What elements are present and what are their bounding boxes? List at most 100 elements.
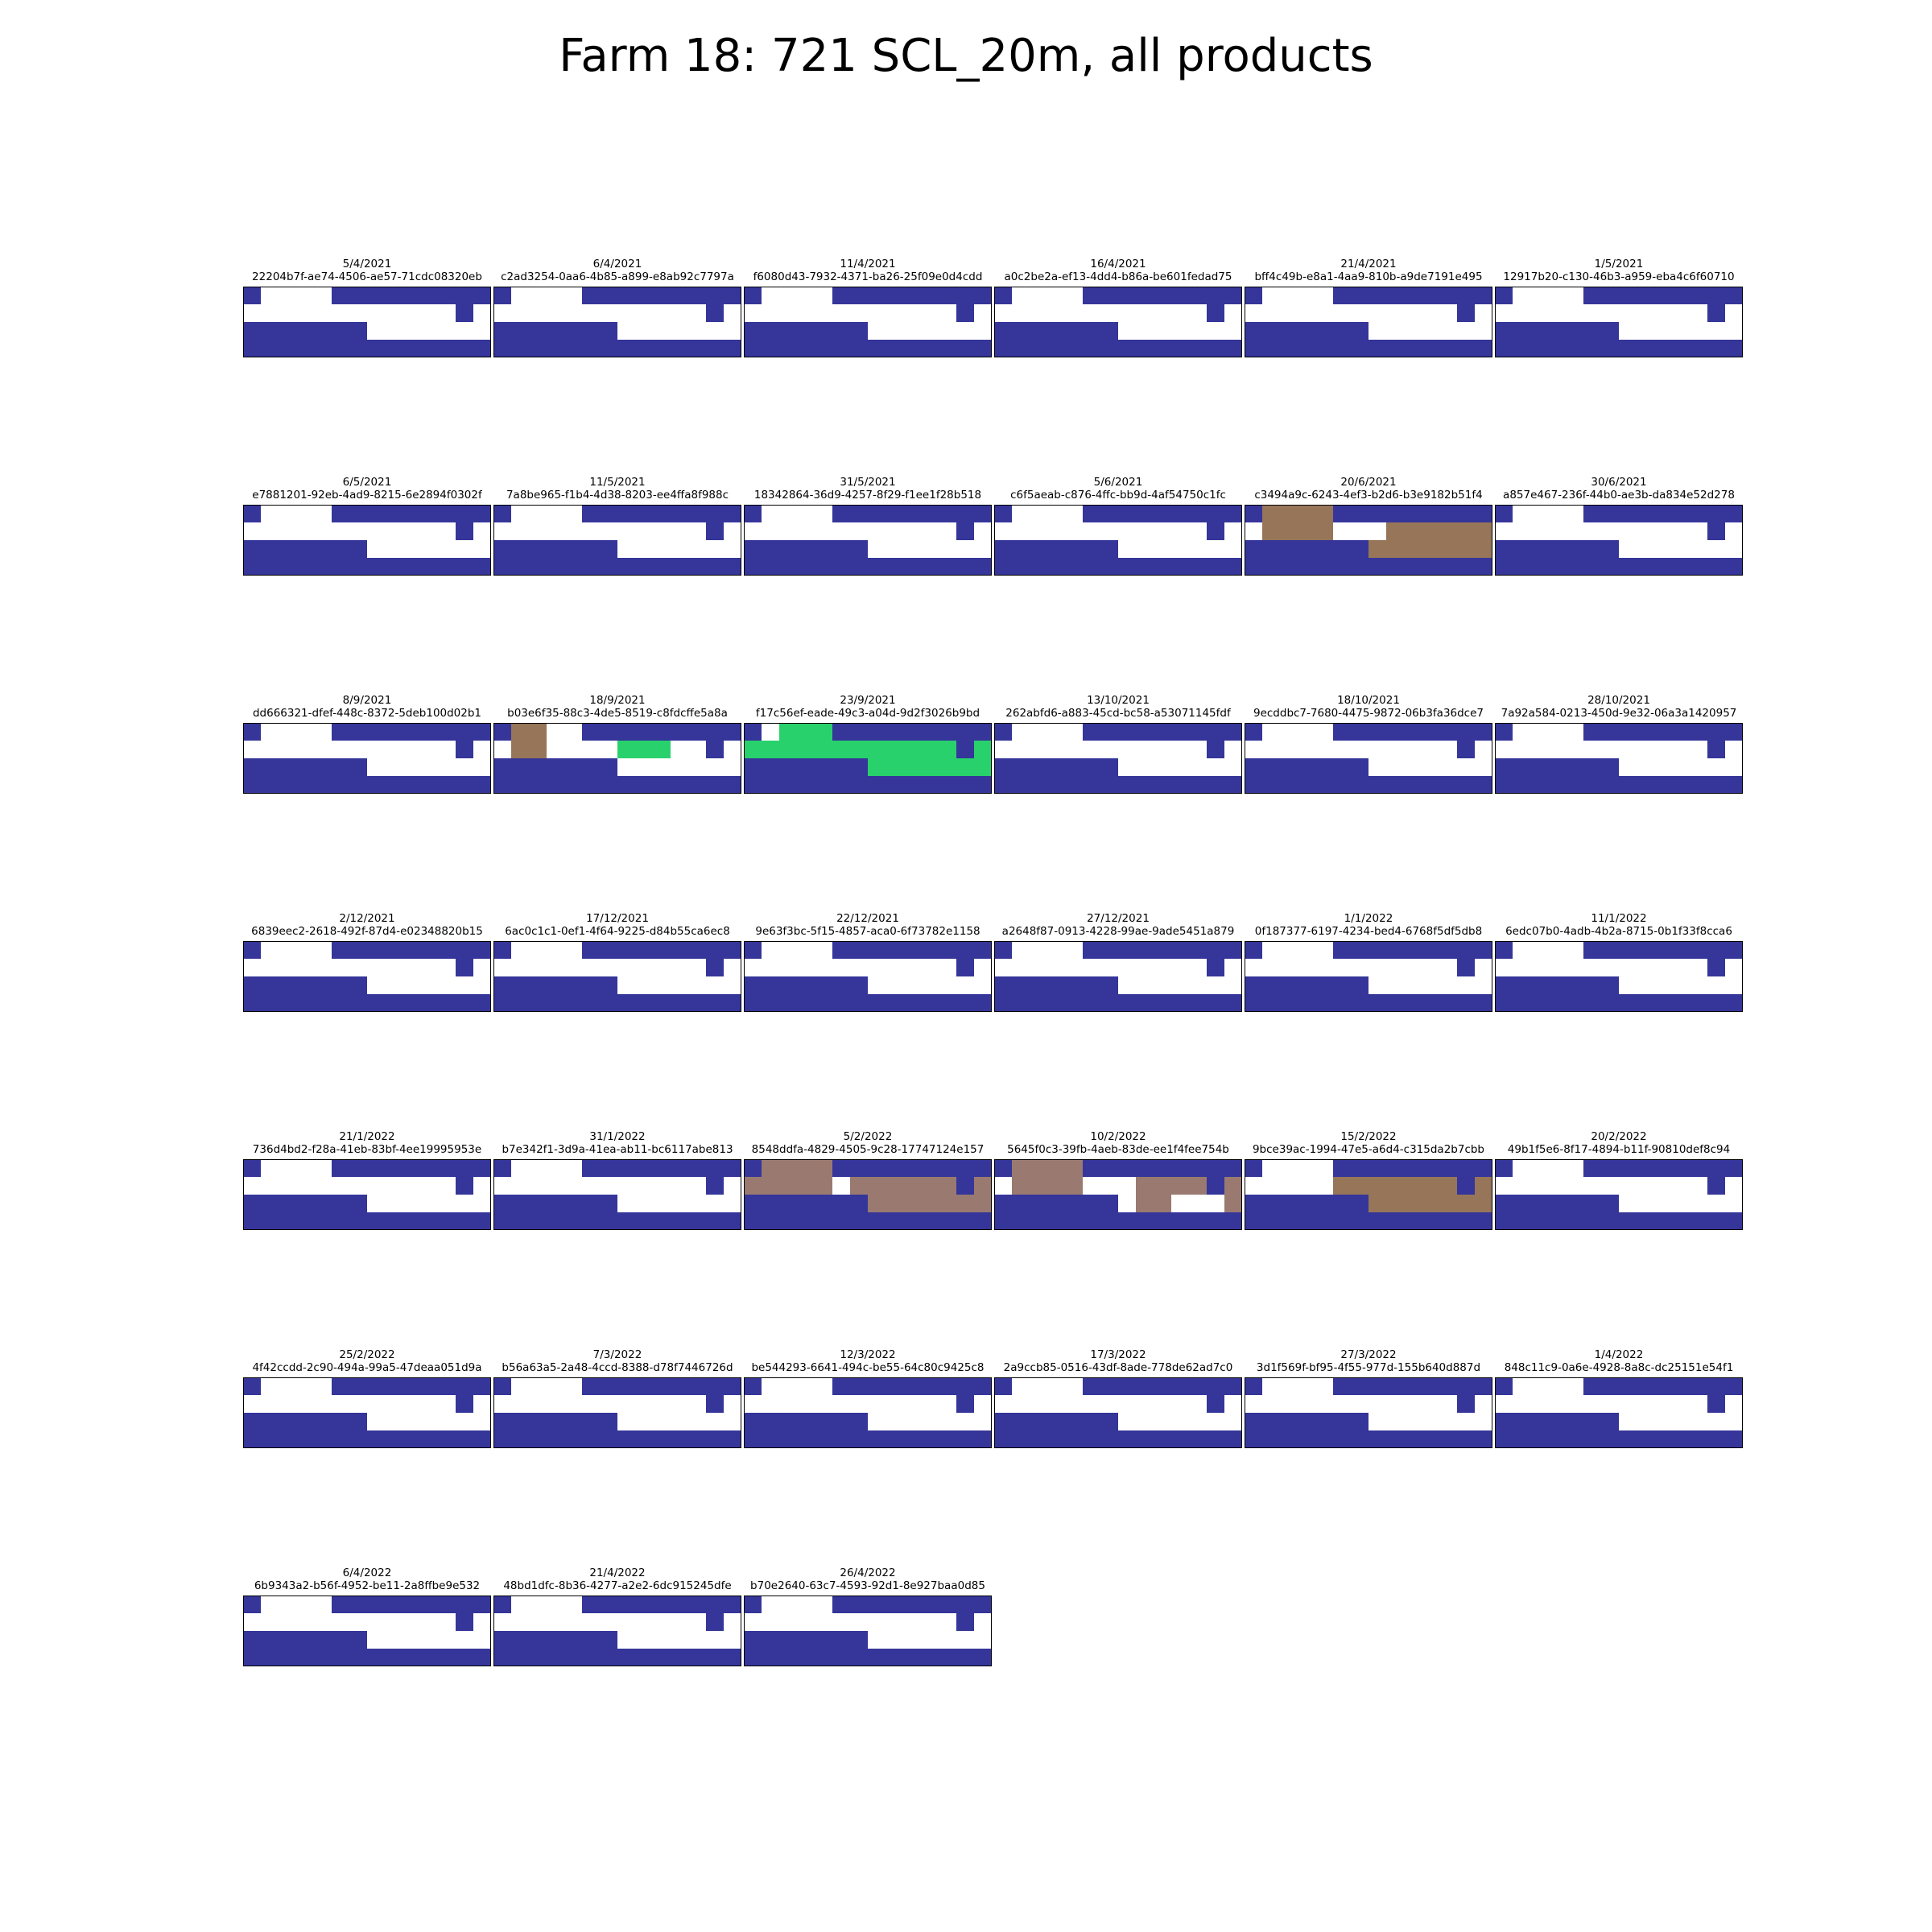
heatmap-cell-water xyxy=(850,1212,869,1230)
heatmap-cell-water xyxy=(1439,1159,1458,1178)
panel-date-label: 1/4/2022 xyxy=(1594,1348,1644,1361)
heatmap-cell-water xyxy=(1083,994,1101,1012)
heatmap-cell-water xyxy=(493,941,512,960)
heatmap-cell-water xyxy=(994,1430,1013,1448)
heatmap-cell-water xyxy=(653,1430,671,1448)
heatmap-cell-background xyxy=(1065,941,1084,960)
heatmap-cell-background xyxy=(349,959,368,977)
heatmap-cell-background xyxy=(1672,1195,1690,1213)
heatmap-cell-background xyxy=(296,522,315,541)
heatmap-cell-water xyxy=(420,776,439,794)
heatmap-cell-vegetation xyxy=(939,758,957,777)
heatmap-cell-water xyxy=(868,994,886,1012)
heatmap-cell-water xyxy=(1475,994,1492,1012)
heatmap-cell-water xyxy=(850,505,869,523)
heatmap-cell-background xyxy=(1690,1413,1708,1431)
heatmap-cell-water xyxy=(547,558,565,576)
heatmap-cell-water xyxy=(994,994,1013,1012)
heatmap-cell-water xyxy=(1136,723,1154,741)
heatmap-cell-water xyxy=(600,540,618,559)
heatmap-cell-bare-soil xyxy=(1457,540,1476,559)
heatmap-cell-water xyxy=(1495,758,1513,777)
heatmap-cell-water xyxy=(868,1212,886,1230)
heatmap-cell-water xyxy=(832,1631,851,1649)
heatmap-cell-water xyxy=(1475,1212,1492,1230)
heatmap-cell-water xyxy=(1333,558,1352,576)
heatmap-cell-water xyxy=(903,505,922,523)
panel-frame xyxy=(994,505,1242,576)
heatmap-cell-water xyxy=(1351,776,1369,794)
heatmap-cell-background xyxy=(1118,304,1137,323)
heatmap-cell-water xyxy=(456,1596,474,1614)
heatmap-cell-background xyxy=(1457,976,1476,995)
heatmap-cell-background xyxy=(367,1395,386,1414)
heatmap-cell-background xyxy=(1224,1413,1242,1431)
heatmap-cell-background xyxy=(1189,1395,1208,1414)
heatmap-cell-water xyxy=(332,340,350,357)
heatmap-cell-water xyxy=(797,1413,815,1431)
heatmap-cell-water xyxy=(868,1649,886,1666)
heatmap-cell-water xyxy=(473,723,491,741)
heatmap-cell-background xyxy=(1083,1395,1101,1414)
heatmap-cell-background xyxy=(314,1596,332,1614)
heatmap-cell-background xyxy=(420,1195,439,1213)
heatmap-cell-background xyxy=(671,1195,689,1213)
heatmap-cell-water xyxy=(1386,1159,1405,1178)
heatmap-cell-background xyxy=(456,322,474,341)
heatmap-cell-background xyxy=(1690,304,1708,323)
heatmap-cell-bare-soil xyxy=(1439,1177,1458,1195)
heatmap-cell-background xyxy=(1136,758,1154,777)
heatmap-cell-background xyxy=(1513,723,1531,741)
heatmap-cell-water xyxy=(744,1377,762,1396)
heatmap-cell-background xyxy=(1725,322,1743,341)
heatmap-cell-background xyxy=(939,1613,957,1632)
heatmap-cell-background xyxy=(1672,322,1690,341)
heatmap-cell-water xyxy=(564,340,583,357)
heatmap-cell-background xyxy=(1154,1395,1172,1414)
heatmap-cell-water xyxy=(332,1195,350,1213)
heatmap-cell-water xyxy=(1189,1377,1208,1396)
heatmap-cell-background xyxy=(1136,540,1154,559)
heatmap-cell-background xyxy=(1513,1395,1531,1414)
heatmap-cell-water xyxy=(511,340,530,357)
heatmap-cell-background xyxy=(547,287,565,305)
heatmap-cell-water xyxy=(511,1430,530,1448)
scl-heatmap xyxy=(493,1159,741,1230)
heatmap-cell-water xyxy=(1513,758,1531,777)
heatmap-cell-water xyxy=(671,1377,689,1396)
heatmap-cell-water xyxy=(1422,941,1440,960)
heatmap-cell-water xyxy=(1690,287,1708,305)
heatmap-cell-water xyxy=(724,1159,741,1178)
heatmap-cell-background xyxy=(1083,522,1101,541)
heatmap-cell-water xyxy=(402,1596,421,1614)
heatmap-cell-background xyxy=(1154,758,1172,777)
heatmap-cell-water xyxy=(296,994,315,1012)
heatmap-cell-water xyxy=(1548,1212,1567,1230)
heatmap-cell-water xyxy=(564,1631,583,1649)
heatmap-cell-background xyxy=(438,1177,456,1195)
heatmap-cell-water xyxy=(779,1212,798,1230)
heatmap-cell-water xyxy=(1030,540,1048,559)
heatmap-cell-water xyxy=(420,505,439,523)
heatmap-cell-water xyxy=(1245,976,1263,995)
heatmap-cell-background xyxy=(1012,304,1030,323)
heatmap-cell-background xyxy=(1189,1413,1208,1431)
heatmap-cell-water xyxy=(635,723,654,741)
heatmap-cell-background xyxy=(671,304,689,323)
heatmap-cell-water xyxy=(1207,1159,1225,1178)
heatmap-cell-water xyxy=(511,1413,530,1431)
heatmap-cell-vegetation xyxy=(797,741,815,759)
heatmap-cell-background xyxy=(832,522,851,541)
heatmap-cell-water xyxy=(921,340,939,357)
heatmap-cell-background xyxy=(706,322,724,341)
heatmap-cell-water xyxy=(903,994,922,1012)
heatmap-cell-water xyxy=(529,1195,547,1213)
heatmap-cell-background xyxy=(868,1613,886,1632)
heatmap-cell-water xyxy=(635,1377,654,1396)
heatmap-cell-background xyxy=(1690,976,1708,995)
heatmap-cell-background xyxy=(367,959,386,977)
heatmap-cell-background xyxy=(420,322,439,341)
heatmap-cell-background xyxy=(314,522,332,541)
heatmap-cell-background xyxy=(1475,322,1492,341)
heatmap-cell-water xyxy=(850,941,869,960)
